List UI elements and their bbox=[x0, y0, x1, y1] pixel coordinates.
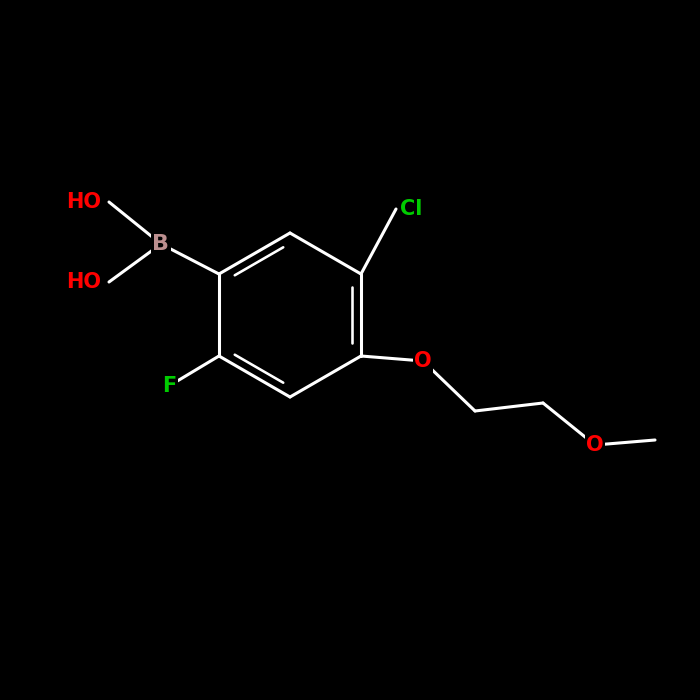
Text: O: O bbox=[586, 435, 604, 455]
Text: B: B bbox=[153, 234, 169, 254]
Text: HO: HO bbox=[66, 192, 101, 212]
Text: Cl: Cl bbox=[400, 199, 422, 219]
Text: HO: HO bbox=[66, 272, 101, 292]
Text: O: O bbox=[414, 351, 432, 371]
Text: F: F bbox=[162, 376, 176, 396]
